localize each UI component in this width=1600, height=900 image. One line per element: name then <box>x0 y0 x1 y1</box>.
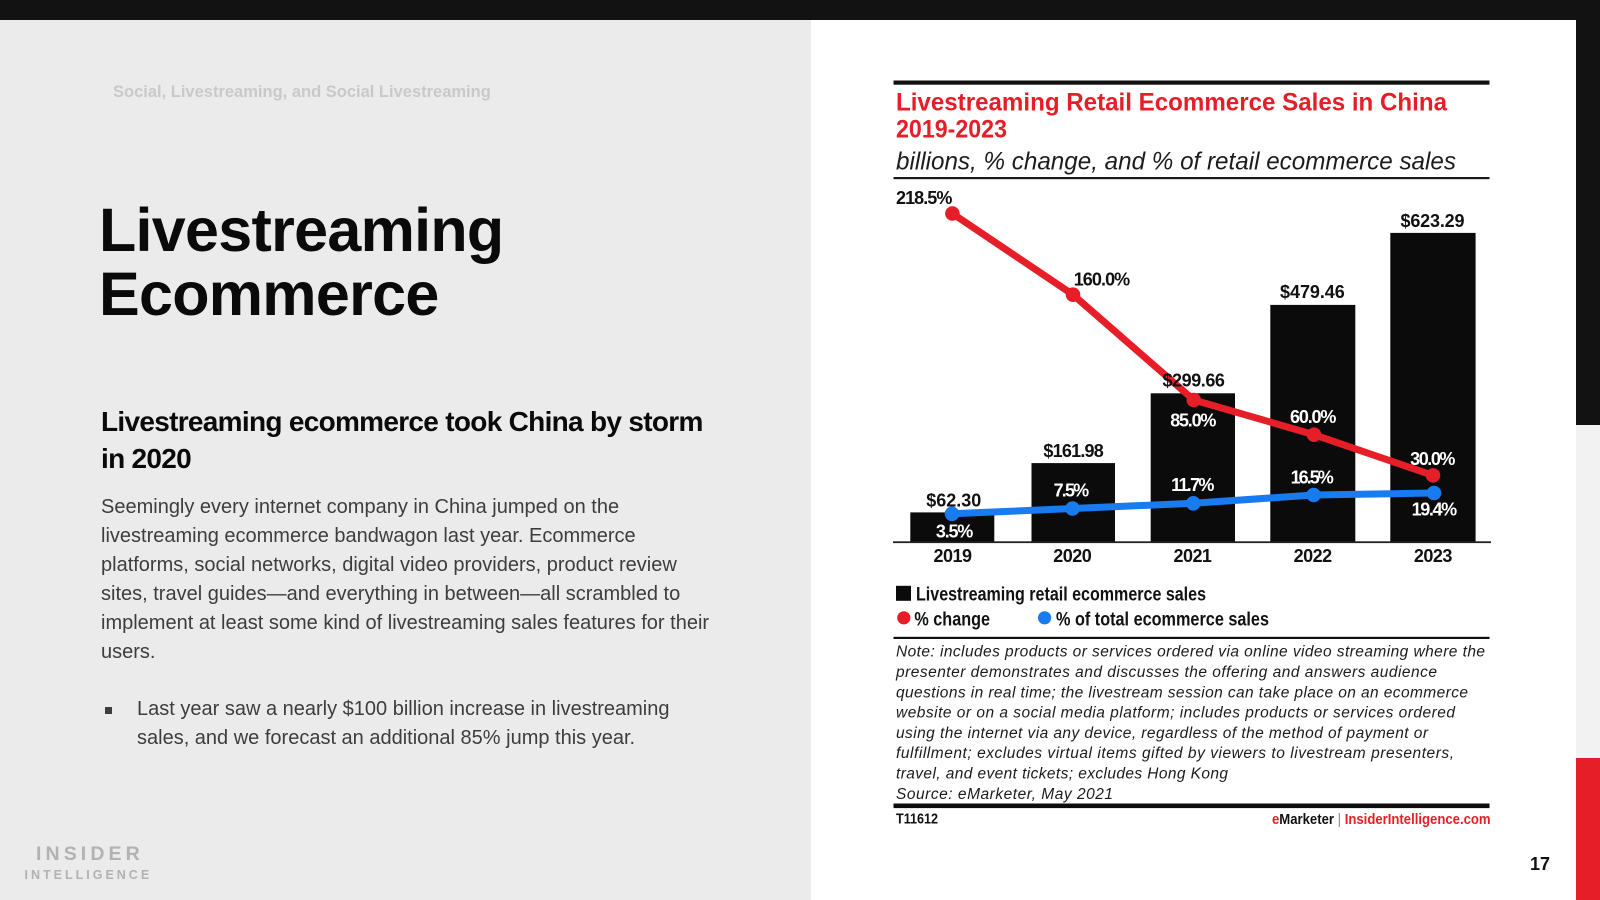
svg-text:travel, and event tickets; exc: travel, and event tickets; excludes Hong… <box>896 766 1228 783</box>
svg-text:160.0%: 160.0% <box>1074 270 1131 290</box>
svg-text:7.5%: 7.5% <box>1054 481 1090 501</box>
svg-text:using the internet via any dev: using the internet via any device, regar… <box>896 725 1429 742</box>
svg-text:$161.98: $161.98 <box>1043 441 1103 461</box>
svg-text:2022: 2022 <box>1294 546 1333 566</box>
svg-text:3.5%: 3.5% <box>936 522 973 542</box>
svg-text:$623.29: $623.29 <box>1401 211 1465 231</box>
svg-text:questions in real time; the li: questions in real time; the livestream s… <box>896 684 1468 701</box>
svg-text:website or on a social media p: website or on a social media platform; i… <box>896 705 1456 722</box>
svg-text:Livestreaming retail ecommerce: Livestreaming retail ecommerce sales <box>916 583 1206 605</box>
svg-text:% change: % change <box>914 608 990 630</box>
svg-text:% of total ecommerce sales: % of total ecommerce sales <box>1056 608 1269 630</box>
svg-text:$62.30: $62.30 <box>926 491 981 511</box>
svg-text:2019: 2019 <box>934 546 973 566</box>
svg-text:60.0%: 60.0% <box>1290 407 1336 427</box>
svg-text:30.0%: 30.0% <box>1410 449 1455 469</box>
svg-text:16.5%: 16.5% <box>1291 468 1334 488</box>
svg-text:2020: 2020 <box>1053 546 1092 566</box>
svg-text:218.5%: 218.5% <box>896 188 952 208</box>
svg-text:billions, % change, and % of r: billions, % change, and % of retail ecom… <box>896 148 1456 176</box>
svg-text:fulfillment; excludes virtual: fulfillment; excludes virtual items gift… <box>896 745 1454 762</box>
svg-text:Note: includes products or ser: Note: includes products or services orde… <box>896 644 1485 661</box>
svg-text:19.4%: 19.4% <box>1412 499 1458 519</box>
svg-text:presenter demonstrates and dis: presenter demonstrates and discusses the… <box>895 664 1437 681</box>
svg-text:Source: eMarketer, May 2021: Source: eMarketer, May 2021 <box>896 786 1113 803</box>
svg-text:eMarketer | InsiderIntelligenc: eMarketer | InsiderIntelligence.com <box>1272 811 1491 828</box>
svg-text:11.7%: 11.7% <box>1171 475 1214 495</box>
svg-text:2023: 2023 <box>1414 546 1453 566</box>
svg-text:T11612: T11612 <box>896 811 938 828</box>
svg-text:$299.66: $299.66 <box>1162 371 1225 391</box>
svg-text:2021: 2021 <box>1173 546 1212 566</box>
svg-text:Livestreaming Retail Ecommerce: Livestreaming Retail Ecommerce Sales in … <box>896 89 1447 116</box>
svg-text:85.0%: 85.0% <box>1170 410 1216 430</box>
svg-text:2019-2023: 2019-2023 <box>896 117 1007 144</box>
svg-text:$479.46: $479.46 <box>1280 282 1345 302</box>
